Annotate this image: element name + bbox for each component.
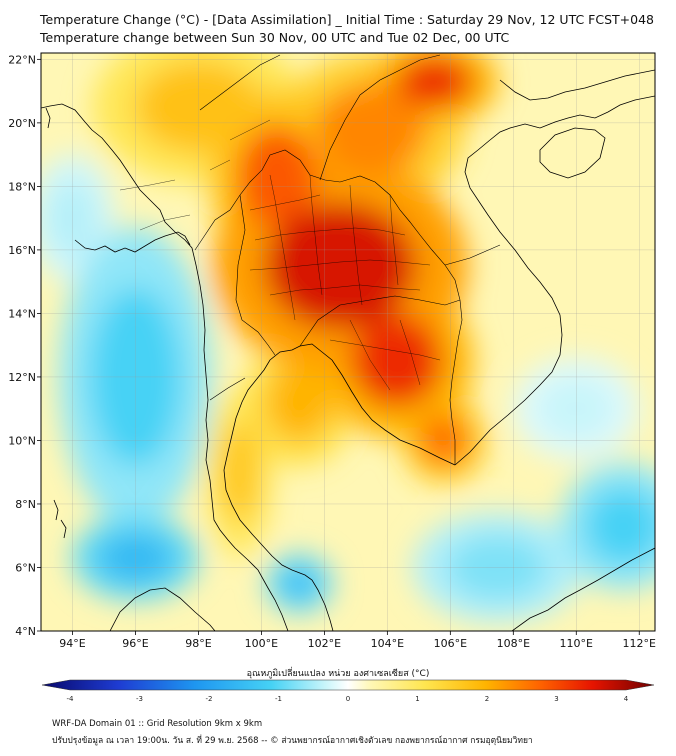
lat-tick-label: 4°N	[15, 625, 36, 638]
lon-tick-label: 102°E	[308, 637, 341, 650]
coastline-vietnam	[454, 95, 655, 466]
chart-title: Temperature Change (°C) - [Data Assimila…	[40, 12, 655, 27]
lat-tick-label: 12°N	[8, 371, 36, 384]
coastline-borneo	[511, 547, 655, 631]
coastlines-and-borders	[41, 54, 655, 631]
lon-tick-label: 94°E	[59, 637, 85, 650]
chart-subtitle: Temperature change between Sun 30 Nov, 0…	[40, 30, 510, 45]
lat-tick-label: 14°N	[8, 307, 36, 320]
lat-tick-label: 16°N	[8, 244, 36, 257]
anomaly-core-central-thailand-core	[264, 202, 416, 330]
lon-tick-label: 112°E	[623, 637, 656, 650]
anomaly-core-scs-east-cool	[585, 488, 655, 565]
colorbar-label: อุณหภูมิเปลี่ยนแปลง หน่วย องศาเซลเซียส (…	[246, 669, 430, 679]
anomaly-core-gulf-cool	[279, 565, 320, 602]
anomaly-core-laos-north	[316, 83, 428, 175]
coastline-south-china	[499, 69, 655, 101]
anomaly-core-upper-thailand	[236, 126, 318, 228]
lon-tick-label: 108°E	[497, 637, 530, 650]
colorbar-tick-label: -2	[206, 695, 213, 703]
anomaly-core-malay-peninsula	[219, 421, 260, 524]
coastline-irrawaddy-delta	[74, 231, 191, 253]
footer-model-info: WRF-DA Domain 01 :: Grid Resolution 9km …	[52, 719, 263, 729]
coastline-gulf-of-thailand	[223, 343, 456, 471]
lat-tick-label: 10°N	[8, 434, 36, 447]
coastline-peninsula-east	[223, 469, 334, 631]
temperature-field	[41, 53, 655, 624]
anomaly-core-north-vietnam	[396, 56, 473, 107]
colorbar-ticks: -4 -3 -2 -1 0 1 2 3 4	[67, 695, 629, 703]
lon-tick-label: 106°E	[434, 637, 467, 650]
map-axes: 94°E 96°E 98°E 100°E 102°E 104°E 106°E 108°E 110…	[8, 53, 656, 650]
lon-tick-label: 110°E	[560, 637, 593, 650]
colorbar-tick-label: 3	[554, 695, 558, 703]
lat-tick-label: 6°N	[15, 561, 36, 574]
lat-tick-label: 8°N	[15, 498, 36, 511]
lon-tick-label: 104°E	[371, 637, 404, 650]
colorbar-bar	[41, 679, 655, 691]
map-frame	[40, 52, 656, 632]
coastline-hainan	[539, 127, 606, 179]
lon-tick-label: 98°E	[185, 637, 211, 650]
lon-tick-label: 96°E	[122, 637, 148, 650]
lat-tick-label: 22°N	[8, 53, 36, 66]
colorbar-tick-label: 2	[485, 695, 489, 703]
lat-tick-label: 20°N	[8, 117, 36, 130]
andaman-islands	[45, 107, 67, 539]
colorbar-tick-label: 0	[346, 695, 350, 703]
anomaly-core-cambodia-core	[351, 315, 443, 407]
lat-tick-label: 18°N	[8, 180, 36, 193]
colorbar-tick-label: 4	[624, 695, 629, 703]
lat-lon-gridlines	[41, 53, 655, 631]
temperature-change-map: 94°E 96°E 98°E 100°E 102°E 104°E 106°E 108°E 110…	[8, 52, 656, 650]
footer-credits: ปรับปรุงข้อมูล ณ เวลา 19:00น. วัน ส. ที่…	[52, 736, 533, 746]
province-borders	[119, 119, 441, 391]
coastline-myanmar-west	[41, 103, 289, 631]
anomaly-core-gulf-of-thailand-north	[266, 364, 332, 441]
colorbar-tick-label: -1	[275, 695, 282, 703]
colorbar-tick-label: -3	[136, 695, 143, 703]
colorbar: -4 -3 -2 -1 0 1 2 3 4	[41, 679, 655, 703]
coastline-sumatra	[109, 587, 216, 631]
colorbar-tick-label: 1	[415, 695, 419, 703]
lon-tick-label: 100°E	[245, 637, 278, 650]
colorbar-tick-label: -4	[67, 695, 75, 703]
